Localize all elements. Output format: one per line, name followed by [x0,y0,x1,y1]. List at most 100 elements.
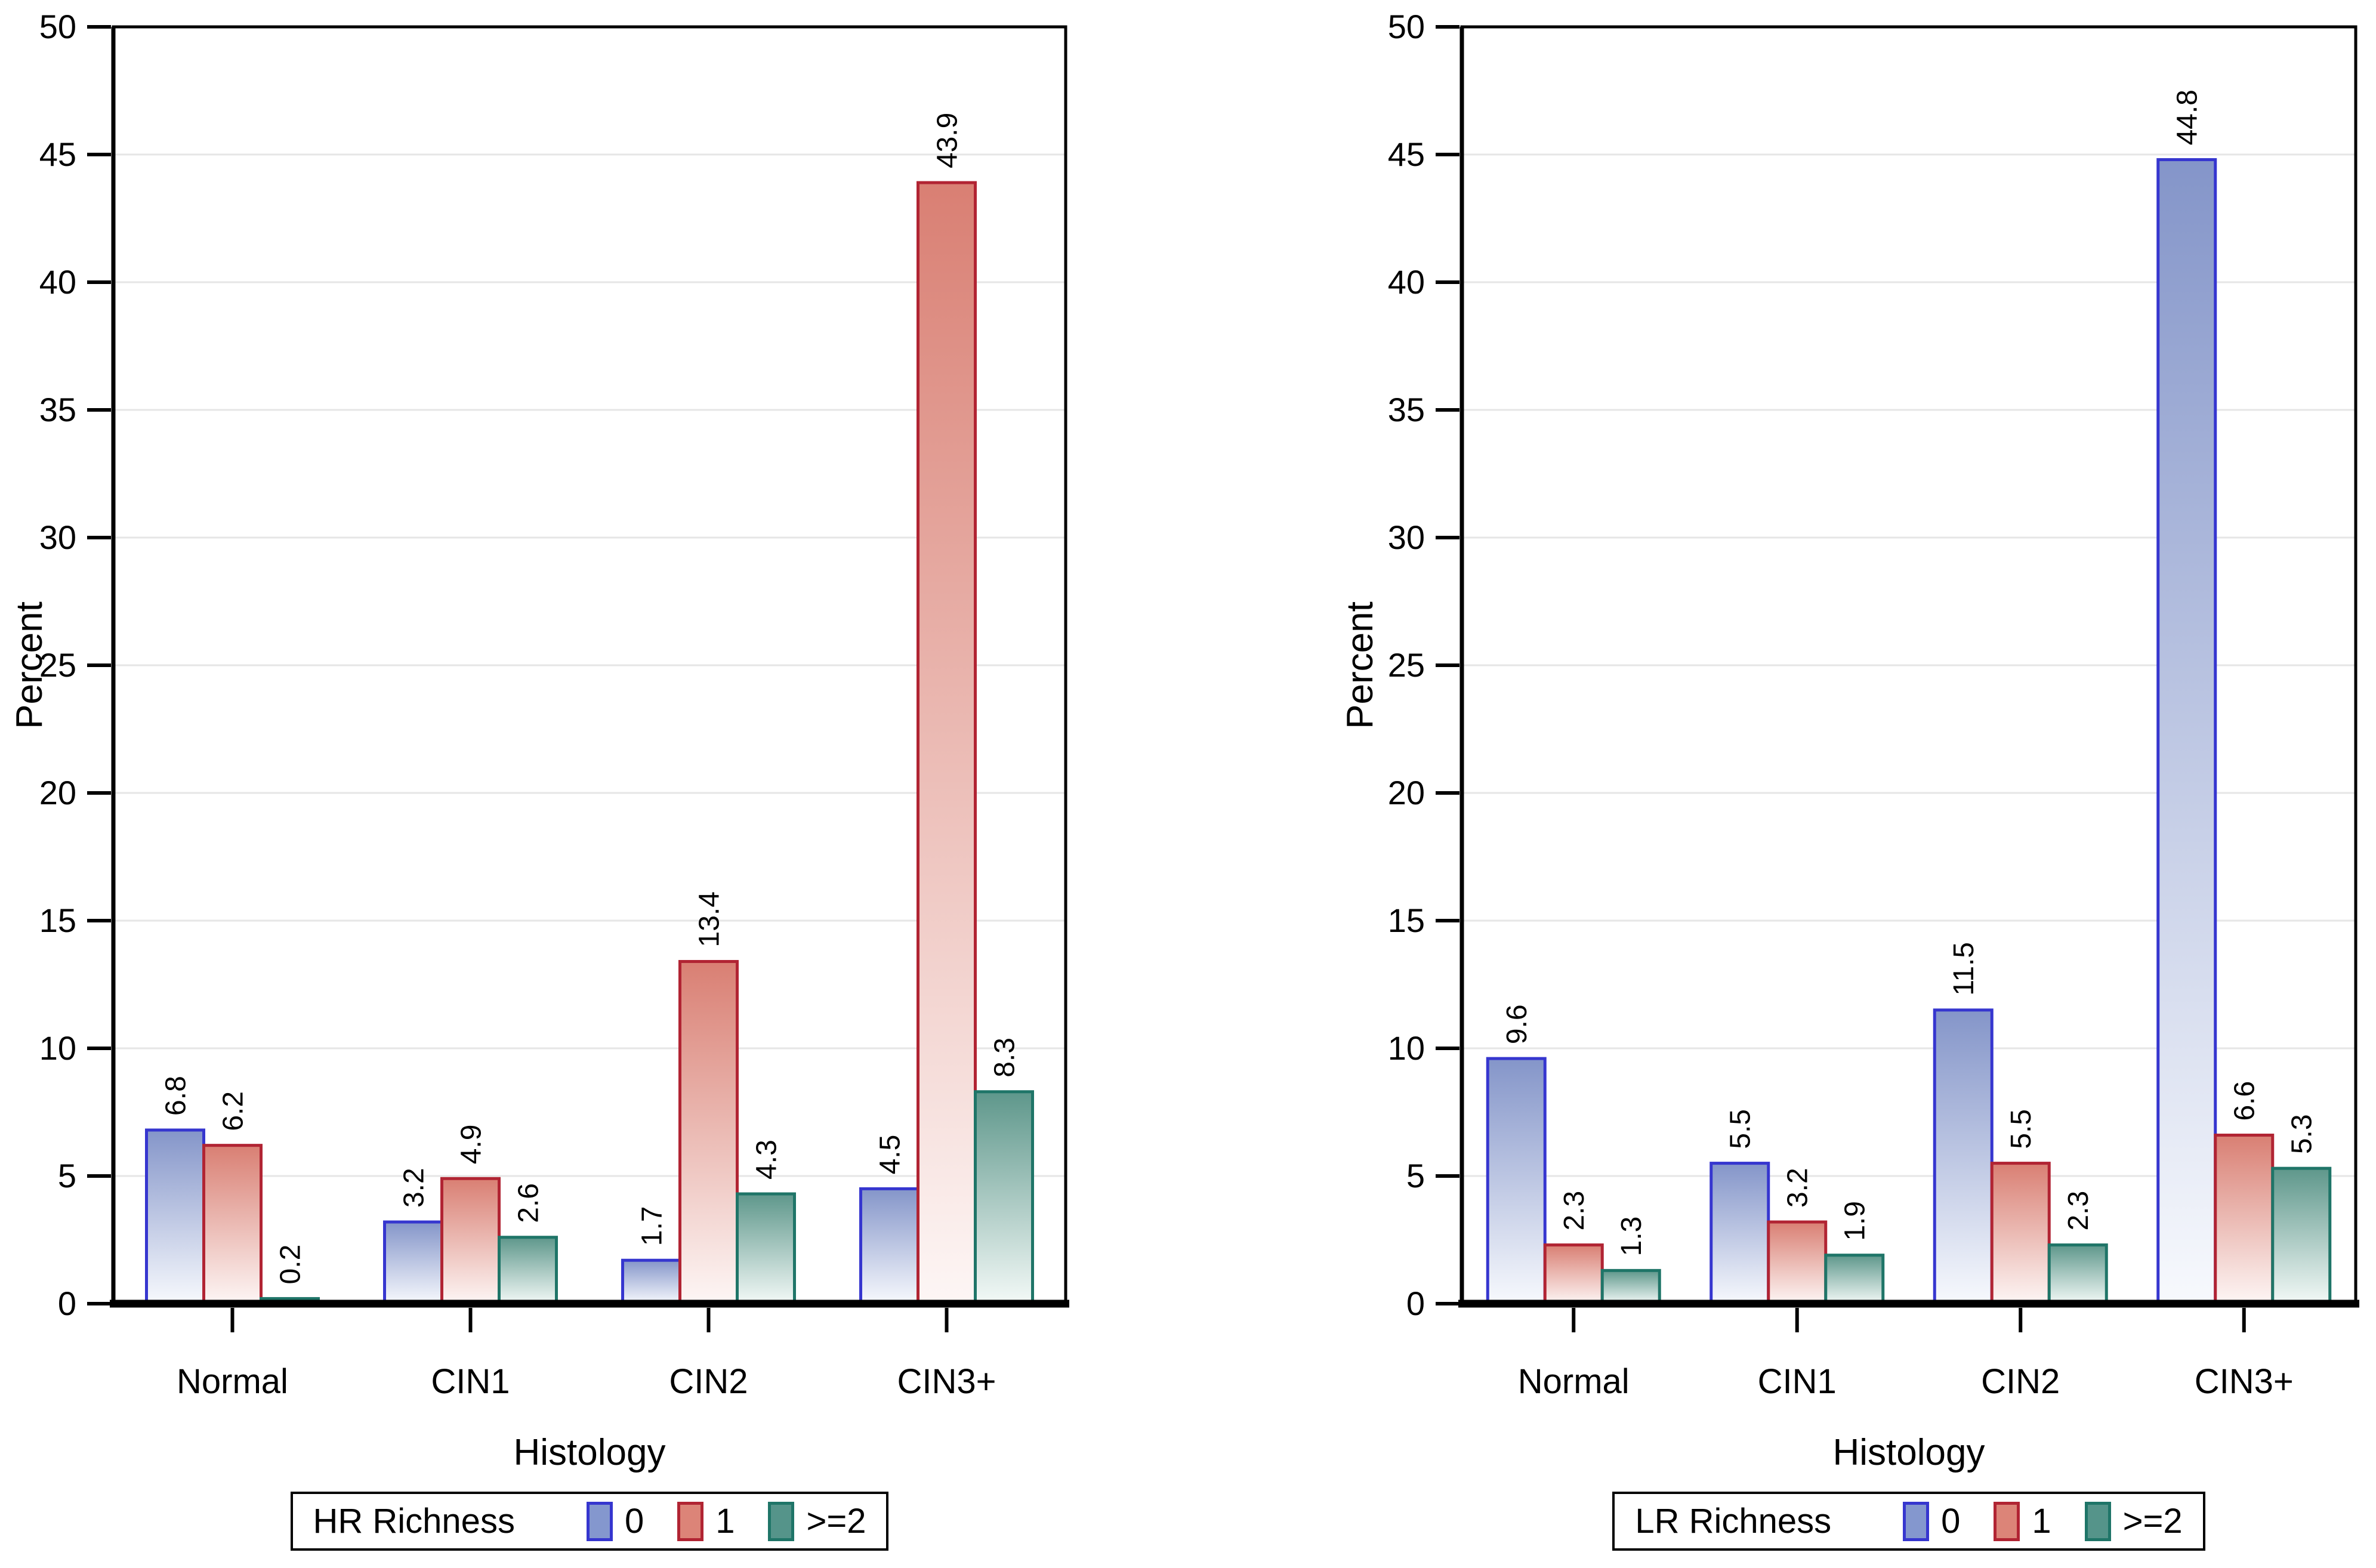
y-tick-label: 10 [39,1029,76,1067]
bar-left-CIN1-1 [440,1177,501,1305]
bar-right-CIN1-0 [1710,1162,1770,1305]
bar-left-CIN1-0 [383,1220,443,1305]
category-label-CIN3+: CIN3+ [2195,1362,2294,1401]
y-tick-label: 5 [1406,1157,1425,1194]
legend-title-hr: HR Richness [313,1502,515,1541]
bar-value-label: 11.5 [1948,942,1980,996]
bar-value-label: 1.9 [1840,1201,1871,1241]
bar-value-label: 3.2 [1782,1168,1814,1208]
legend-item: 0 [586,1501,644,1541]
lr-richness-legend: LR Richness 0 1 >=2 [1612,1492,2205,1551]
legend-item: >=2 [768,1501,866,1541]
y-tick-label: 40 [1388,263,1425,301]
x-axis-title: Histology [1833,1432,1985,1473]
y-tick-label: 35 [1388,391,1425,428]
bar-value-label: 5.3 [2286,1114,2318,1154]
bar-right-CIN1-1 [1767,1220,1828,1305]
y-tick-label: 10 [1388,1029,1425,1067]
y-tick-label: 45 [1388,135,1425,173]
category-label-CIN2: CIN2 [1981,1362,2060,1401]
bar-value-label: 1.7 [637,1206,668,1246]
bar-value-label: 13.4 [694,891,726,947]
legend-title-lr: LR Richness [1635,1502,1832,1541]
legend-swatch-teal [768,1501,795,1541]
category-label-Normal: Normal [1518,1362,1630,1401]
bar-left-CIN3+->=2 [974,1090,1034,1305]
bar-left-Normal-1 [202,1144,263,1305]
legend-label: 0 [1941,1502,1961,1541]
bar-left-Normal-0 [145,1128,205,1305]
legend-label: 1 [2032,1502,2051,1541]
chart-panel-right: 9.6 5.5 11.5 44.8 2.3 3.2 5.5 6.6 1.3 1.9 2.3 5.3 0 5… [1340,8,2359,1473]
legend-wrap-hr: HR Richness 0 1 >=2 [113,1492,1066,1551]
y-tick-label: 50 [1388,8,1425,45]
y-tick-label: 15 [39,902,76,939]
bar-value-label: 0.2 [275,1245,307,1285]
legend-swatch-blue [586,1501,613,1541]
bar-right-CIN2-0 [1933,1008,1994,1305]
y-tick-label: 35 [39,391,76,428]
category-label-CIN3+: CIN3+ [897,1362,996,1401]
bar-value-label: 4.5 [875,1135,906,1175]
bar-left-CIN3+-0 [859,1187,919,1305]
bar-right-Normal->=2 [1600,1268,1661,1305]
x-axis-title: Histology [514,1432,666,1473]
y-tick-label: 40 [39,263,76,301]
category-label-CIN2: CIN2 [669,1362,748,1401]
bar-value-label: 2.3 [2063,1191,2094,1231]
chart-panel-left: 6.8 3.2 1.7 4.5 6.2 4.9 13.4 43.9 0.2 2.6 4.3 8.3 0 5… [9,8,1069,1473]
bar-right-CIN2-1 [1990,1162,2051,1305]
category-label-CIN1: CIN1 [1758,1362,1837,1401]
legend-label: 1 [715,1502,735,1541]
bar-value-label: 44.8 [2172,89,2204,145]
y-tick-label: 25 [39,646,76,684]
bar-left-CIN2-1 [678,959,739,1305]
y-axis-title: Percent [9,601,50,729]
legend-item: 1 [1994,1501,2051,1541]
bar-value-label: 43.9 [932,113,964,168]
y-tick-label: 30 [39,518,76,556]
bar-left-CIN3+-1 [917,181,977,1305]
y-tick-label: 20 [1388,774,1425,811]
y-tick-label: 0 [1406,1285,1425,1322]
bar-value-label: 2.6 [513,1183,545,1223]
hr-richness-legend: HR Richness 0 1 >=2 [290,1492,889,1551]
y-tick-label: 15 [1388,902,1425,939]
legend-swatch-blue [1903,1501,1930,1541]
bar-value-label: 6.2 [218,1091,249,1131]
bar-right-CIN3+-1 [2214,1134,2275,1305]
bar-value-label: 1.3 [1616,1217,1647,1257]
legend-wrap-lr: LR Richness 0 1 >=2 [1462,1492,2356,1551]
legend-swatch-red [677,1501,704,1541]
y-tick-label: 5 [58,1157,76,1194]
bar-right-Normal-1 [1543,1243,1604,1305]
category-label-Normal: Normal [177,1362,288,1401]
legend-item: 1 [677,1501,735,1541]
bar-right-Normal-0 [1486,1057,1547,1305]
bar-right-CIN3+->=2 [2271,1166,2332,1305]
bar-value-label: 5.5 [1725,1109,1757,1149]
bar-value-label: 4.9 [456,1125,487,1165]
legend-label: >=2 [2122,1502,2183,1541]
legend-label: >=2 [806,1502,866,1541]
bar-value-label: 3.2 [399,1168,430,1208]
legend-item: >=2 [2084,1501,2183,1541]
bar-value-label: 6.8 [161,1076,192,1116]
y-tick-label: 25 [1388,646,1425,684]
bar-value-label: 5.5 [2005,1109,2037,1149]
y-tick-label: 50 [39,8,76,45]
bar-right-CIN3+-0 [2156,158,2217,1305]
legend-swatch-teal [2084,1501,2111,1541]
y-tick-label: 45 [39,135,76,173]
legend-item: 0 [1903,1501,1960,1541]
bar-right-CIN1->=2 [1824,1254,1885,1305]
bar-value-label: 6.6 [2229,1081,2261,1121]
bar-value-label: 4.3 [751,1140,783,1180]
y-tick-label: 20 [39,774,76,811]
category-label-CIN1: CIN1 [431,1362,510,1401]
legend-swatch-red [1994,1501,2020,1541]
bar-value-label: 9.6 [1501,1004,1533,1044]
y-tick-label: 0 [58,1285,76,1322]
bar-value-label: 8.3 [989,1038,1021,1078]
